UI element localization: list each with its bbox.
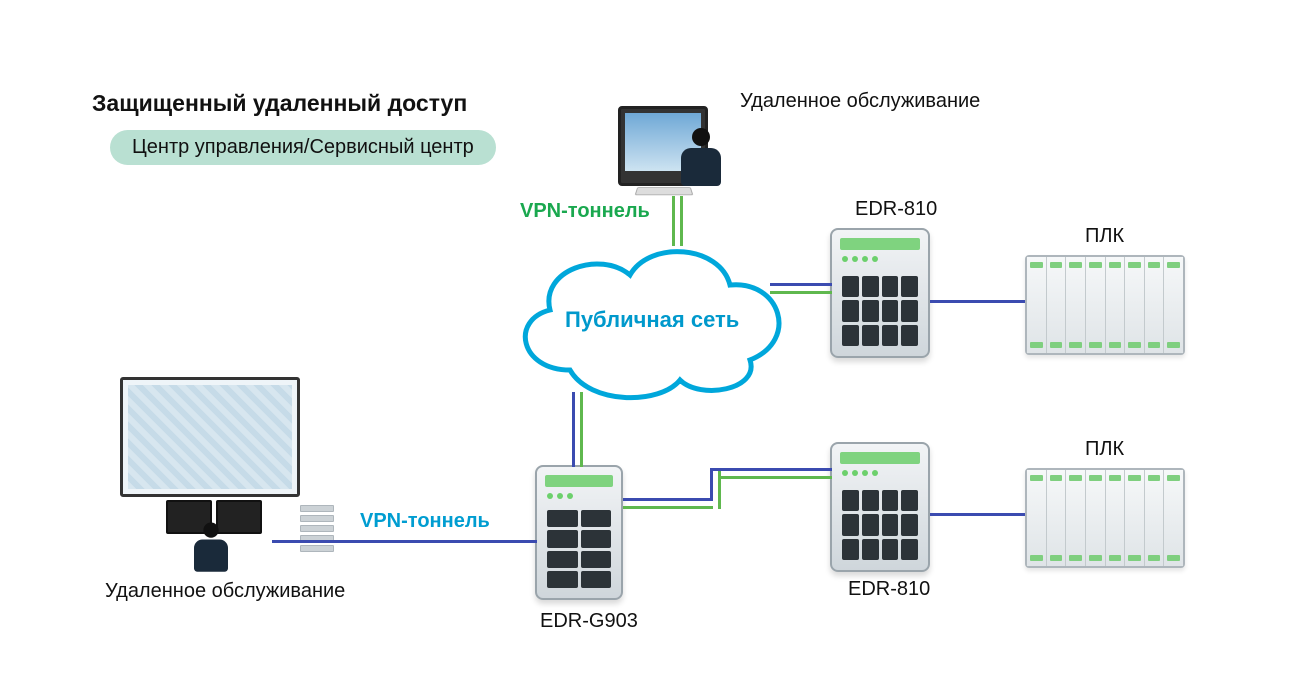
edge-to-edr810b-green [718, 476, 832, 479]
operator-person-bottom [191, 523, 230, 574]
plc-top-label: ПЛК [1085, 225, 1124, 248]
operator-person-top [678, 128, 724, 188]
router-edr810-top [830, 228, 930, 358]
edge-g903-h-green [623, 506, 713, 509]
edr810-top-label: EDR-810 [855, 198, 937, 221]
edge-cld-g903-blue [572, 392, 575, 467]
edge-edr810b-plcb [930, 513, 1025, 516]
operator-keyboard-top [635, 187, 694, 195]
subtitle-pill: Центр управления/Сервисный центр [110, 130, 496, 165]
remote-service-bottom-label: Удаленное обслуживание [105, 580, 345, 603]
edr810-bottom-label: EDR-810 [848, 578, 930, 601]
vpn-tunnel-blue-label: VPN-тоннель [360, 510, 490, 533]
edrg903-label: EDR-G903 [540, 610, 638, 633]
router-edr-g903 [535, 465, 623, 600]
plc-bottom [1025, 468, 1185, 568]
edge-cld-g903-green [580, 392, 583, 467]
edge-to-edr810b-blue [710, 468, 832, 471]
control-center-screen [120, 377, 300, 497]
diagram-title: Защищенный удаленный доступ [92, 90, 467, 117]
edge-cld-edr810t-blue [770, 283, 832, 286]
edge-cld-edr810t-green [770, 291, 832, 294]
edge-vert-blue [710, 468, 713, 501]
edge-vert-green [718, 468, 721, 509]
edge-cc-g903-blue [272, 540, 537, 543]
edge-edr810t-plct [930, 300, 1025, 303]
remote-service-top-label: Удаленное обслуживание [740, 90, 980, 113]
edge-g903-h-blue [623, 498, 713, 501]
plc-top [1025, 255, 1185, 355]
cloud-label: Публичная сеть [565, 307, 739, 333]
router-edr810-bottom [830, 442, 930, 572]
plc-bottom-label: ПЛК [1085, 438, 1124, 461]
server-stack [300, 505, 334, 555]
